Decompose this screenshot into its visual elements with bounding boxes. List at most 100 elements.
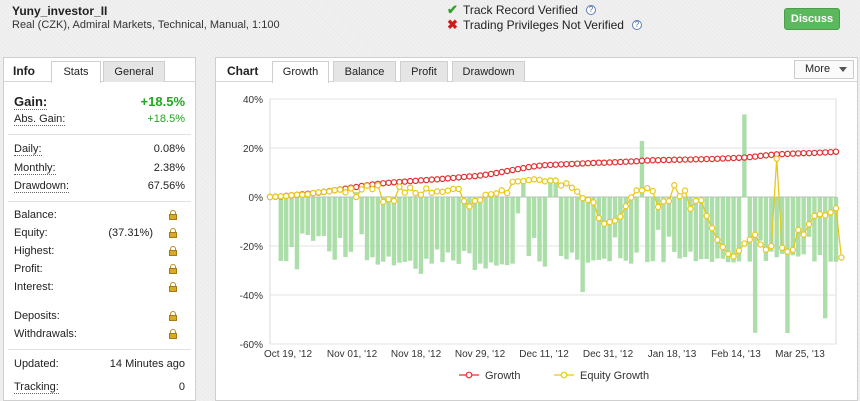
volume-bar bbox=[332, 197, 337, 260]
tab-profit[interactable]: Profit bbox=[400, 61, 448, 82]
volume-bar bbox=[316, 197, 321, 237]
growth-point bbox=[520, 164, 527, 172]
volume-bar bbox=[752, 197, 758, 333]
lock-icon[interactable] bbox=[169, 311, 177, 321]
equity-growth-point bbox=[347, 185, 355, 192]
equity-growth-point bbox=[433, 188, 441, 195]
info-panel: Info Stats General Gain: +18.5% Abs. Gai… bbox=[3, 57, 196, 401]
growth-point bbox=[714, 155, 721, 162]
lock-icon[interactable] bbox=[169, 228, 177, 238]
gain-label[interactable]: Gain: bbox=[14, 94, 48, 110]
abs-gain-label[interactable]: Abs. Gain: bbox=[14, 113, 66, 126]
volume-bar bbox=[672, 197, 677, 252]
lock-icon[interactable] bbox=[169, 246, 177, 256]
equity-growth-point bbox=[277, 193, 284, 200]
equity-growth-point bbox=[595, 214, 603, 222]
equity-growth-point bbox=[622, 203, 629, 210]
x-tick-label: Dec 11, '12 bbox=[519, 349, 569, 360]
account-name[interactable]: Yuny_investor_II bbox=[12, 4, 108, 18]
lock-icon[interactable] bbox=[169, 329, 177, 339]
help-icon[interactable]: ? bbox=[631, 20, 642, 30]
plot-area bbox=[269, 98, 837, 345]
daily-label[interactable]: Daily: bbox=[14, 143, 42, 156]
growth-point bbox=[751, 153, 759, 160]
legend-marker bbox=[465, 371, 473, 379]
discuss-button[interactable]: Discuss bbox=[784, 8, 840, 30]
volume-bar bbox=[548, 177, 553, 197]
equity-growth-point bbox=[822, 212, 829, 219]
equity-growth-point bbox=[838, 254, 845, 261]
equity-growth-point bbox=[487, 191, 495, 198]
tracking-value: 0 bbox=[178, 381, 185, 393]
equity-growth-point bbox=[460, 197, 468, 205]
equity-growth-point bbox=[741, 240, 748, 247]
tab-drawdown[interactable]: Drawdown bbox=[452, 61, 525, 82]
equity-label: Equity: bbox=[14, 227, 48, 239]
growth-point bbox=[584, 159, 592, 167]
volume-bar bbox=[628, 197, 634, 264]
growth-point bbox=[606, 159, 613, 166]
volume-bar bbox=[467, 197, 472, 254]
tab-balance[interactable]: Balance bbox=[333, 61, 396, 82]
volume-bar bbox=[677, 197, 682, 259]
equity-growth-point bbox=[326, 188, 333, 195]
volume-bar bbox=[747, 197, 752, 262]
growth-point bbox=[530, 163, 538, 170]
lock-icon[interactable] bbox=[169, 264, 177, 274]
tracking-label[interactable]: Tracking: bbox=[14, 381, 59, 394]
chart-panel: Chart Growth Balance Profit Drawdown Mor… bbox=[215, 57, 858, 401]
equity-growth-point bbox=[606, 218, 613, 226]
growth-point bbox=[568, 160, 576, 168]
tab-stats[interactable]: Stats bbox=[51, 61, 101, 83]
drawdown-label[interactable]: Drawdown: bbox=[14, 180, 70, 193]
volume-bar bbox=[310, 197, 316, 241]
drawdown-value: 67.56% bbox=[147, 180, 185, 192]
volume-bar bbox=[618, 197, 623, 259]
volume-bar bbox=[321, 197, 327, 236]
growth-point bbox=[509, 166, 516, 174]
legend-label: Growth bbox=[485, 370, 520, 382]
equity-growth-point bbox=[369, 185, 376, 193]
equity-growth-point bbox=[493, 190, 500, 197]
growth-point bbox=[563, 160, 570, 168]
volume-bar bbox=[375, 197, 381, 265]
growth-point bbox=[466, 173, 473, 180]
volume-bar bbox=[715, 197, 720, 259]
cross-icon: ✖ bbox=[447, 17, 458, 32]
tab-general[interactable]: General bbox=[103, 61, 165, 82]
help-icon[interactable]: ? bbox=[585, 5, 596, 15]
growth-point bbox=[638, 157, 646, 164]
volume-bar bbox=[558, 197, 564, 257]
y-tick-label: 40% bbox=[243, 95, 263, 106]
equity-growth-point bbox=[336, 186, 344, 193]
volume-bar bbox=[370, 197, 375, 258]
monthly-label[interactable]: Monthly: bbox=[14, 162, 56, 175]
x-tick-label: Mar 25, '13 bbox=[775, 349, 825, 360]
lock-icon[interactable] bbox=[169, 210, 177, 220]
divider bbox=[8, 349, 191, 350]
equity-growth-point bbox=[644, 184, 651, 192]
equity-growth-point bbox=[660, 198, 667, 205]
growth-point bbox=[493, 169, 500, 177]
more-dropdown[interactable]: More bbox=[794, 60, 854, 79]
growth-point bbox=[811, 149, 818, 157]
volume-bar bbox=[731, 197, 736, 263]
interest-label: Interest: bbox=[14, 281, 54, 293]
volume-bar bbox=[526, 197, 531, 257]
equity-growth-point bbox=[590, 199, 597, 206]
gain-row: Gain: +18.5% bbox=[14, 94, 185, 110]
account-description: Real (CZK), Admiral Markets, Technical, … bbox=[12, 19, 280, 31]
equity-growth-point bbox=[768, 242, 775, 250]
equity-growth-point bbox=[444, 187, 452, 194]
lock-icon[interactable] bbox=[169, 282, 177, 292]
volume-bar bbox=[806, 197, 812, 237]
growth-point bbox=[654, 157, 662, 164]
equity-growth-point bbox=[525, 176, 532, 184]
profit-label: Profit: bbox=[14, 263, 43, 275]
tab-growth[interactable]: Growth bbox=[272, 61, 329, 83]
equity-growth-point bbox=[611, 217, 619, 224]
volume-bar bbox=[537, 197, 542, 262]
growth-point bbox=[622, 158, 629, 165]
equity-growth-point bbox=[784, 248, 791, 255]
volume-bar bbox=[763, 197, 769, 261]
